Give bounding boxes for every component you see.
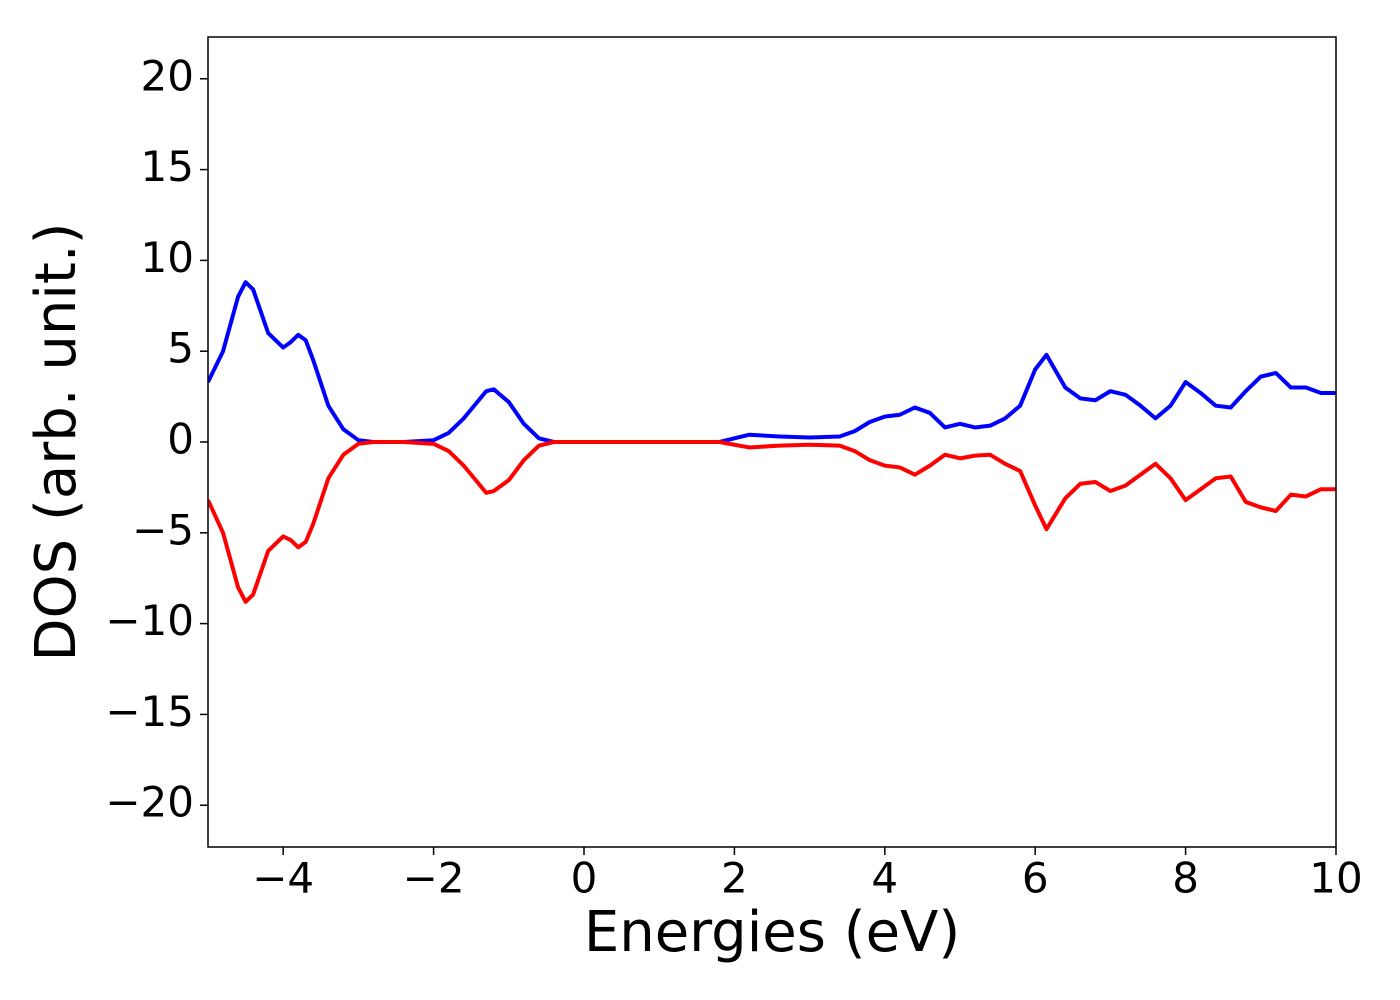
y-tick-label: −5 [132, 505, 194, 554]
plot-frame [207, 36, 1337, 848]
y-tick-label: 5 [167, 324, 194, 373]
line [208, 440, 1336, 604]
x-tick-label: 4 [871, 854, 898, 903]
x-tick-label: 0 [571, 854, 598, 903]
x-tick-label: 6 [1022, 854, 1049, 903]
x-tick-label: −4 [252, 854, 314, 903]
y-tick-label: −15 [105, 687, 194, 736]
y-tick-label: −10 [105, 596, 194, 645]
x-tick-label: 10 [1309, 854, 1362, 903]
y-tick-label: 20 [141, 51, 194, 100]
x-axis-label: Energies (eV) [584, 900, 960, 965]
line [208, 280, 1336, 444]
y-tick-label: 10 [141, 233, 194, 282]
x-tick-label: 2 [721, 854, 748, 903]
y-tick-label: 15 [141, 142, 194, 191]
y-tick-label: 0 [167, 415, 194, 464]
y-tick-label: −20 [105, 778, 194, 827]
x-tick-label: −2 [403, 854, 465, 903]
y-axis-label: DOS (arb. unit.) [24, 222, 89, 661]
x-tick-label: 8 [1172, 854, 1199, 903]
